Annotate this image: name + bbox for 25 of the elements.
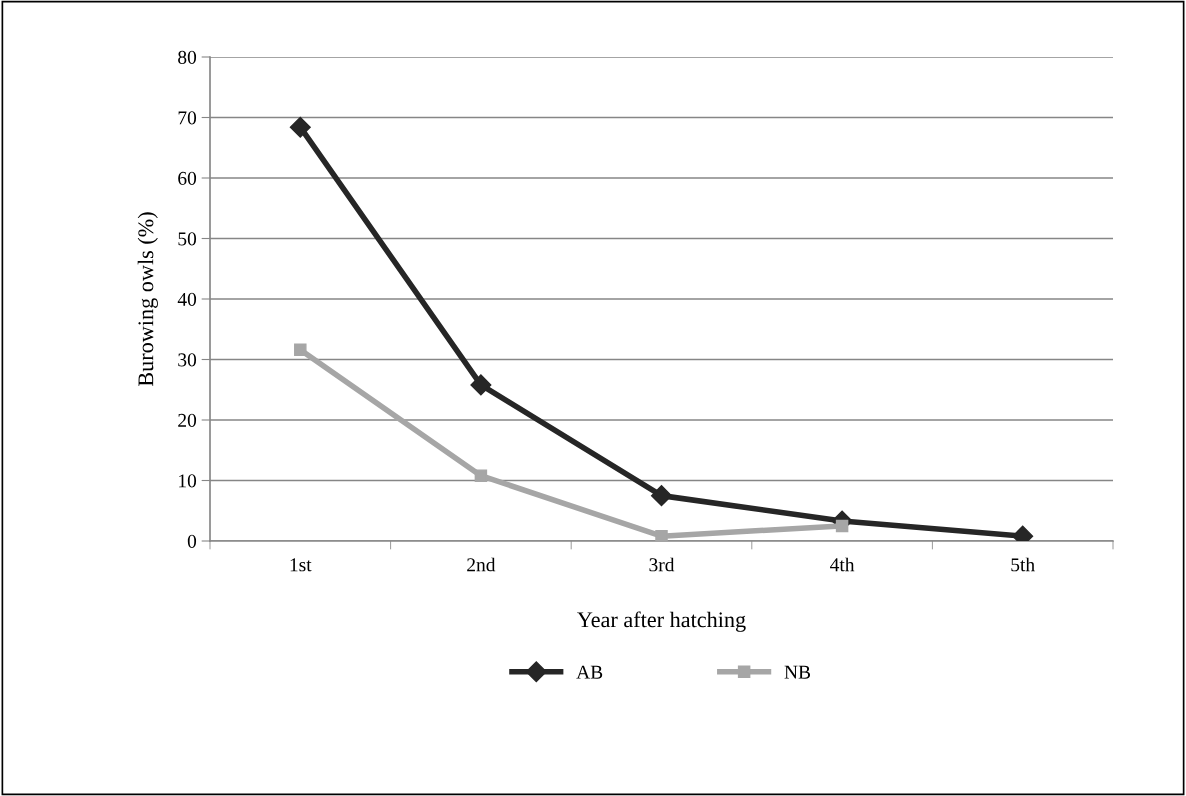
y-tick-label: 70 — [178, 111, 197, 125]
point — [474, 469, 488, 482]
y-tick-label: 20 — [178, 413, 197, 427]
point — [655, 529, 668, 541]
y-tick-label: 40 — [177, 292, 197, 306]
x-axis-title: Year after hatching — [577, 611, 746, 632]
legend-label: NB — [784, 665, 811, 679]
point — [289, 116, 311, 138]
y-tick-label: 80 — [178, 50, 197, 64]
x-tick-label: 3rd — [649, 557, 675, 572]
y-tick-label: 30 — [178, 353, 197, 367]
y-tick-label: 60 — [178, 171, 197, 185]
y-tick-label: 10 — [179, 474, 197, 488]
point — [650, 485, 673, 507]
x-tick-label: 4th — [830, 557, 855, 572]
point — [294, 343, 307, 357]
y-tick-label: 50 — [178, 232, 197, 246]
point — [470, 374, 492, 396]
y-axis-title: Burowing owls (%) — [137, 212, 158, 387]
x-tick-label: 1st — [290, 558, 312, 572]
point — [835, 519, 849, 533]
y-tick-label: 0 — [187, 534, 197, 548]
x-tick-label: 2nd — [467, 557, 496, 572]
legend-label: AB — [576, 665, 603, 679]
x-tick-label: 5th — [1011, 557, 1035, 572]
